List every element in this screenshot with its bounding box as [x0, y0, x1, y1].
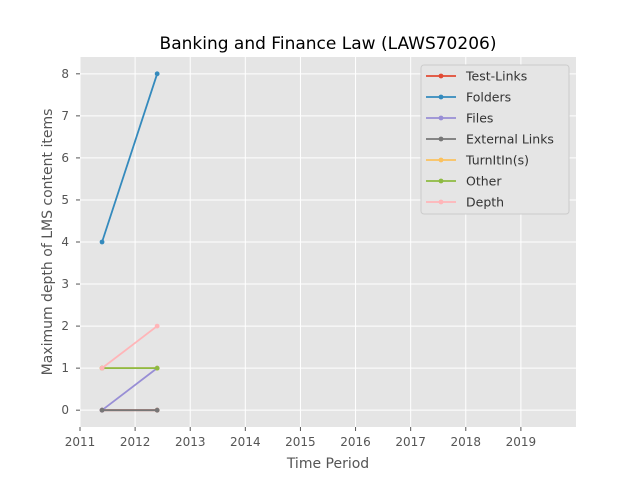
x-tick-label: 2016: [340, 435, 371, 449]
y-tick-label: 5: [61, 193, 69, 207]
data-point-other: [154, 365, 160, 371]
x-tick-label: 2019: [506, 435, 537, 449]
series-line-depth: [101, 325, 158, 369]
data-point-folders: [99, 239, 105, 245]
data-point-external-links: [99, 407, 105, 413]
y-tick-label: 1: [61, 361, 69, 375]
y-axis-label: Maximum depth of LMS content items: [40, 109, 56, 376]
x-tick-label: 2017: [395, 435, 426, 449]
legend-label-files: Files: [466, 111, 493, 126]
legend-label-folders: Folders: [466, 90, 511, 105]
x-tick-label: 2015: [285, 435, 316, 449]
y-tick-label: 4: [61, 235, 69, 249]
legend-marker-depth: [438, 199, 444, 205]
y-tick-label: 8: [61, 67, 69, 81]
legend-label-external-links: External Links: [466, 132, 554, 147]
y-tick-label: 0: [61, 403, 69, 417]
legend-label-test-links: Test-Links: [465, 69, 527, 84]
x-tick-label: 2012: [120, 435, 151, 449]
y-tick-label: 6: [61, 151, 69, 165]
y-tick-label: 3: [61, 277, 69, 291]
legend-marker-folders: [438, 94, 444, 100]
legend-label-depth: Depth: [466, 195, 504, 210]
series-line-folders: [101, 73, 159, 243]
x-axis-label: Time Period: [286, 456, 369, 472]
legend-marker-other: [438, 178, 444, 184]
series-layer: [99, 71, 160, 413]
chart-title: Banking and Finance Law (LAWS70206): [160, 34, 497, 54]
data-point-depth: [154, 323, 160, 329]
legend-marker-turnitin-s: [438, 157, 444, 163]
x-tick-label: 2013: [175, 435, 206, 449]
legend-box: [420, 64, 570, 215]
data-point-depth: [99, 365, 105, 371]
y-tick-label: 7: [61, 109, 69, 123]
legend-label-other: Other: [466, 174, 502, 189]
series-line-files: [101, 367, 158, 411]
x-tick-label: 2011: [65, 435, 96, 449]
legend-marker-test-links: [438, 73, 444, 79]
data-point-folders: [154, 71, 160, 77]
data-point-external-links: [154, 407, 160, 413]
legend-label-turnitin-s: TurnItIn(s): [465, 153, 529, 168]
legend-marker-external-links: [438, 136, 444, 142]
y-tick-label: 2: [61, 319, 69, 333]
x-tick-label: 2014: [230, 435, 261, 449]
legend: Test-Links Folders Files External Links Turn…: [420, 64, 570, 215]
legend-marker-files: [438, 115, 444, 121]
axis-ticks: 2011 2012 2013 2014 2015 2016 2017 2018 2019 0 1 2 3…: [61, 67, 536, 449]
x-tick-label: 2018: [451, 435, 482, 449]
